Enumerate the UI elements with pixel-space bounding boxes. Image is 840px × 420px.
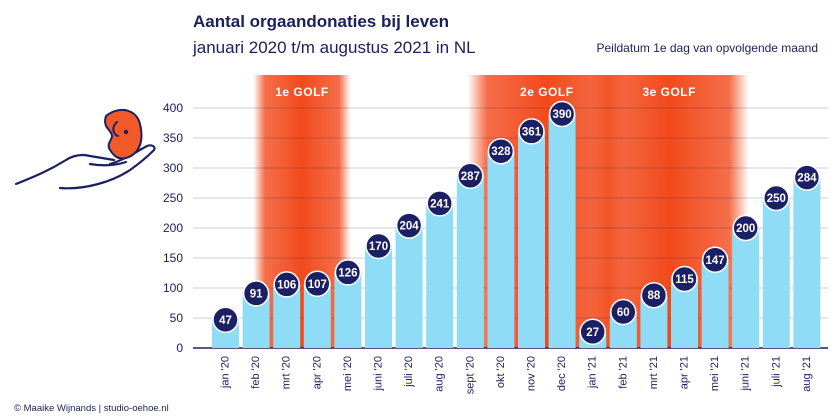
x-tick-label: feb '20 xyxy=(250,356,262,389)
x-tick-label: jan '21 xyxy=(587,356,599,389)
value-marker xyxy=(579,318,606,346)
value-marker xyxy=(395,212,423,239)
data-label: 115 xyxy=(675,274,694,286)
value-marker xyxy=(273,271,300,298)
data-label: 361 xyxy=(522,126,542,138)
value-marker xyxy=(701,246,729,274)
x-tick-label: mrt '21 xyxy=(648,356,660,389)
x-tick-label: jan '20 xyxy=(220,356,232,389)
data-label: 328 xyxy=(491,146,511,158)
value-marker xyxy=(763,184,790,212)
value-marker xyxy=(426,190,453,217)
bar xyxy=(732,228,760,348)
x-tick-label: mrt '20 xyxy=(281,356,293,389)
y-tick-label: 350 xyxy=(163,131,183,145)
hand-holding-kidney-icon xyxy=(14,108,156,190)
value-marker xyxy=(457,162,484,190)
x-tick-label: juli '21 xyxy=(770,356,782,388)
copyright-credit: © Maaike Wijnands | studio-oehoe.nl xyxy=(14,403,169,414)
reference-date-note: Peildatum 1e dag van opvolgende maand xyxy=(596,41,819,55)
value-marker xyxy=(793,164,821,191)
value-marker xyxy=(487,137,515,165)
data-label: 287 xyxy=(461,171,480,183)
x-tick-label: apr '20 xyxy=(311,356,323,389)
y-tick-label: 250 xyxy=(163,191,183,205)
y-tick-label: 300 xyxy=(163,161,183,175)
x-tick-label: aug '21 xyxy=(801,356,813,392)
bar xyxy=(365,246,392,348)
bar xyxy=(701,259,729,348)
value-marker xyxy=(732,214,759,242)
bar xyxy=(456,175,484,348)
data-label: 91 xyxy=(250,288,263,300)
value-marker xyxy=(548,100,576,128)
x-tick-label: juni '20 xyxy=(373,356,385,392)
value-marker xyxy=(671,265,698,293)
x-tick-label: apr '21 xyxy=(679,356,691,389)
x-tick-label: juli '20 xyxy=(403,356,415,388)
data-label: 390 xyxy=(553,109,572,121)
bar xyxy=(426,203,454,348)
x-tick-label: sept '20 xyxy=(464,356,476,394)
chart-subtitle: januari 2020 t/m augustus 2021 in NL xyxy=(193,38,476,57)
value-marker xyxy=(518,118,545,145)
x-tick-label: dec '20 xyxy=(556,356,568,391)
data-label: 170 xyxy=(369,241,388,253)
data-label: 126 xyxy=(338,267,357,279)
chart-title: Aantal orgaandonaties bij leven xyxy=(193,12,450,31)
data-label: 60 xyxy=(617,307,630,319)
value-marker xyxy=(334,259,362,286)
value-marker xyxy=(610,298,637,326)
x-tick-label: nov '20 xyxy=(526,356,538,391)
data-label: 47 xyxy=(219,315,232,327)
wave-label-3: 3e GOLF xyxy=(642,85,696,99)
value-marker xyxy=(304,270,331,298)
kidney-icon xyxy=(104,108,143,160)
y-tick-label: 100 xyxy=(163,281,183,295)
y-tick-label: 400 xyxy=(163,101,183,115)
x-tick-label: juni '21 xyxy=(740,356,752,392)
data-label: 27 xyxy=(586,327,599,339)
x-tick-label: feb '21 xyxy=(617,356,629,389)
data-label: 204 xyxy=(400,221,420,233)
value-marker xyxy=(242,280,270,307)
data-label: 106 xyxy=(277,279,296,291)
bar xyxy=(395,225,423,348)
wave-label-1: 1e GOLF xyxy=(275,85,329,99)
wave-label-2: 2e GOLF xyxy=(520,85,574,99)
data-label: 250 xyxy=(767,193,786,205)
value-marker xyxy=(640,281,668,309)
value-marker xyxy=(365,232,392,260)
x-tick-label: aug '20 xyxy=(434,356,446,392)
bar xyxy=(548,114,576,348)
y-tick-label: 200 xyxy=(163,221,183,235)
data-label: 147 xyxy=(706,255,725,267)
value-marker xyxy=(212,306,239,334)
y-tick-label: 150 xyxy=(163,251,183,265)
bar xyxy=(518,131,545,348)
data-label: 107 xyxy=(308,279,327,291)
bar xyxy=(487,151,515,348)
data-label: 284 xyxy=(797,173,817,185)
x-tick-label: okt '20 xyxy=(495,356,507,388)
data-label: 88 xyxy=(648,290,661,302)
x-tick-label: mei '20 xyxy=(342,356,354,391)
bar xyxy=(762,198,790,348)
bar xyxy=(793,177,821,348)
y-tick-label: 0 xyxy=(176,341,183,355)
data-label: 200 xyxy=(736,223,755,235)
x-tick-label: mei '21 xyxy=(709,356,721,391)
data-label: 241 xyxy=(430,198,450,210)
y-tick-label: 50 xyxy=(170,311,184,325)
